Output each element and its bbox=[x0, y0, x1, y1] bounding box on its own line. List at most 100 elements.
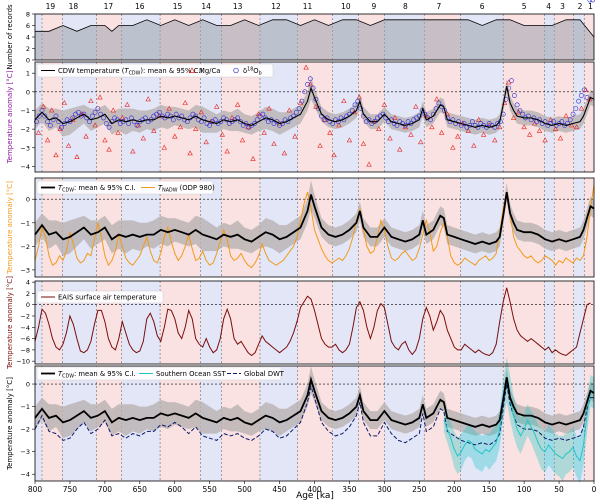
mgca-point bbox=[408, 131, 414, 137]
mgca-point bbox=[145, 96, 151, 102]
y-tick-label: −10 bbox=[16, 358, 30, 366]
d18o-point bbox=[511, 93, 517, 98]
x-tick-label: 550 bbox=[203, 485, 218, 494]
mgca-point bbox=[213, 103, 220, 109]
mis-label: 18 bbox=[69, 2, 79, 11]
legend-label: TCDW: mean & 95% C.I. bbox=[58, 184, 136, 194]
d18o-point bbox=[565, 121, 570, 126]
mgca-point bbox=[151, 127, 157, 133]
d18o-point bbox=[218, 119, 224, 125]
d18o-point bbox=[170, 117, 176, 123]
legend-frame bbox=[36, 366, 282, 381]
legend-label: Mg/Ca bbox=[199, 67, 220, 75]
y-axis-label: Temperature anomaly [°C] bbox=[6, 377, 14, 471]
mgca-point bbox=[450, 144, 456, 150]
mgca-point bbox=[74, 154, 80, 159]
mgca-point bbox=[92, 122, 98, 128]
legend-cdw-panel: CDW temperature (TCDW): mean & 95% C.I.M… bbox=[36, 63, 274, 78]
y-axis-label: Temperature anomaly [°C] bbox=[6, 276, 14, 370]
x-tick-label: 800 bbox=[28, 485, 43, 494]
y-tick-label: 0 bbox=[26, 88, 30, 96]
mgca-point bbox=[480, 131, 487, 137]
mgca-point bbox=[578, 105, 585, 111]
y-tick-label: 8 bbox=[26, 11, 30, 19]
mgca-point bbox=[527, 131, 533, 137]
mgca-point bbox=[177, 124, 184, 130]
d18o-point bbox=[470, 119, 475, 125]
d18o-point bbox=[579, 93, 584, 98]
mgca-point bbox=[198, 109, 205, 115]
d18o-point bbox=[299, 98, 305, 104]
sst-ci-band bbox=[443, 357, 594, 484]
y-tick-label: 4 bbox=[26, 279, 30, 287]
mgca-point bbox=[219, 131, 225, 137]
mgca-point bbox=[381, 101, 388, 107]
interglacial-band bbox=[424, 281, 461, 364]
legend-swatch bbox=[233, 67, 239, 74]
x-axis-label: Age [ka] bbox=[296, 491, 334, 501]
x-tick-label: 350 bbox=[342, 485, 357, 494]
d18o-point bbox=[131, 119, 137, 125]
x-tick-label: 450 bbox=[272, 485, 287, 494]
d18o-point bbox=[95, 106, 101, 112]
y-tick-label: −1 bbox=[20, 107, 30, 115]
mgca-point bbox=[53, 152, 59, 158]
y-tick-label: 0 bbox=[26, 381, 30, 389]
d18o-point bbox=[492, 124, 498, 130]
d18o-point bbox=[520, 111, 526, 117]
y-tick-label: 4 bbox=[26, 34, 30, 42]
d18o-point bbox=[517, 108, 523, 113]
y-tick-label: −4 bbox=[20, 324, 30, 332]
mgca-point bbox=[49, 107, 55, 113]
mgca-point bbox=[44, 137, 51, 143]
mgca-point bbox=[341, 98, 347, 104]
x-tick-label: 200 bbox=[447, 485, 462, 494]
mgca-point bbox=[161, 144, 167, 150]
mis-label: 15 bbox=[173, 2, 183, 11]
legend-label: CDW temperature (TCDW): mean & 95% C.I. bbox=[58, 67, 205, 77]
x-tick-label: 600 bbox=[168, 485, 183, 494]
mgca-point bbox=[438, 129, 445, 135]
y-tick-label: 0 bbox=[26, 301, 30, 309]
mgca-point bbox=[57, 126, 63, 132]
interglacial-band bbox=[160, 281, 201, 364]
mgca-point bbox=[336, 122, 342, 128]
mgca-point bbox=[271, 141, 277, 146]
y-tick-label: 1 bbox=[26, 70, 30, 78]
d18o-point bbox=[87, 119, 92, 125]
mis-label: 16 bbox=[135, 2, 145, 11]
cdw-mean-line bbox=[34, 191, 595, 245]
mis-label: 6 bbox=[480, 2, 485, 11]
mgca-point bbox=[266, 105, 272, 111]
mgca-point bbox=[397, 146, 403, 152]
mgca-point bbox=[61, 99, 68, 105]
plot-series bbox=[33, 0, 596, 484]
d18o-point bbox=[509, 78, 514, 84]
interglacial-band bbox=[297, 281, 333, 364]
mgca-point bbox=[106, 146, 112, 152]
mgca-point bbox=[552, 126, 559, 132]
d18o-point bbox=[551, 119, 556, 125]
mgca-point bbox=[465, 127, 471, 133]
mgca-point bbox=[261, 129, 267, 135]
mgca-point bbox=[250, 155, 256, 161]
y-axis-label: Temperature anomaly [°C] bbox=[6, 70, 14, 164]
interglacial-band bbox=[584, 366, 594, 481]
d18o-point bbox=[81, 111, 87, 117]
d18o-point bbox=[252, 121, 257, 126]
d18o-point bbox=[59, 124, 64, 130]
mgca-point bbox=[203, 139, 209, 145]
records-line bbox=[35, 19, 595, 38]
mis-label: 13 bbox=[233, 2, 243, 11]
d18o-point bbox=[366, 117, 372, 123]
d18o-point bbox=[238, 119, 243, 125]
mgca-point bbox=[536, 127, 543, 133]
y-tick-label: 0 bbox=[26, 196, 30, 204]
legend-swatch bbox=[188, 67, 196, 73]
mis-label: 5 bbox=[522, 2, 527, 11]
axes: 19 18 17 16 15 14 13 12 11 10 9 8 7 6 5 4 3 2 102468Number… bbox=[6, 2, 597, 494]
mgca-point bbox=[88, 98, 94, 104]
mgca-point bbox=[327, 129, 333, 135]
mgca-point bbox=[65, 142, 72, 148]
mgca-point bbox=[392, 114, 398, 120]
